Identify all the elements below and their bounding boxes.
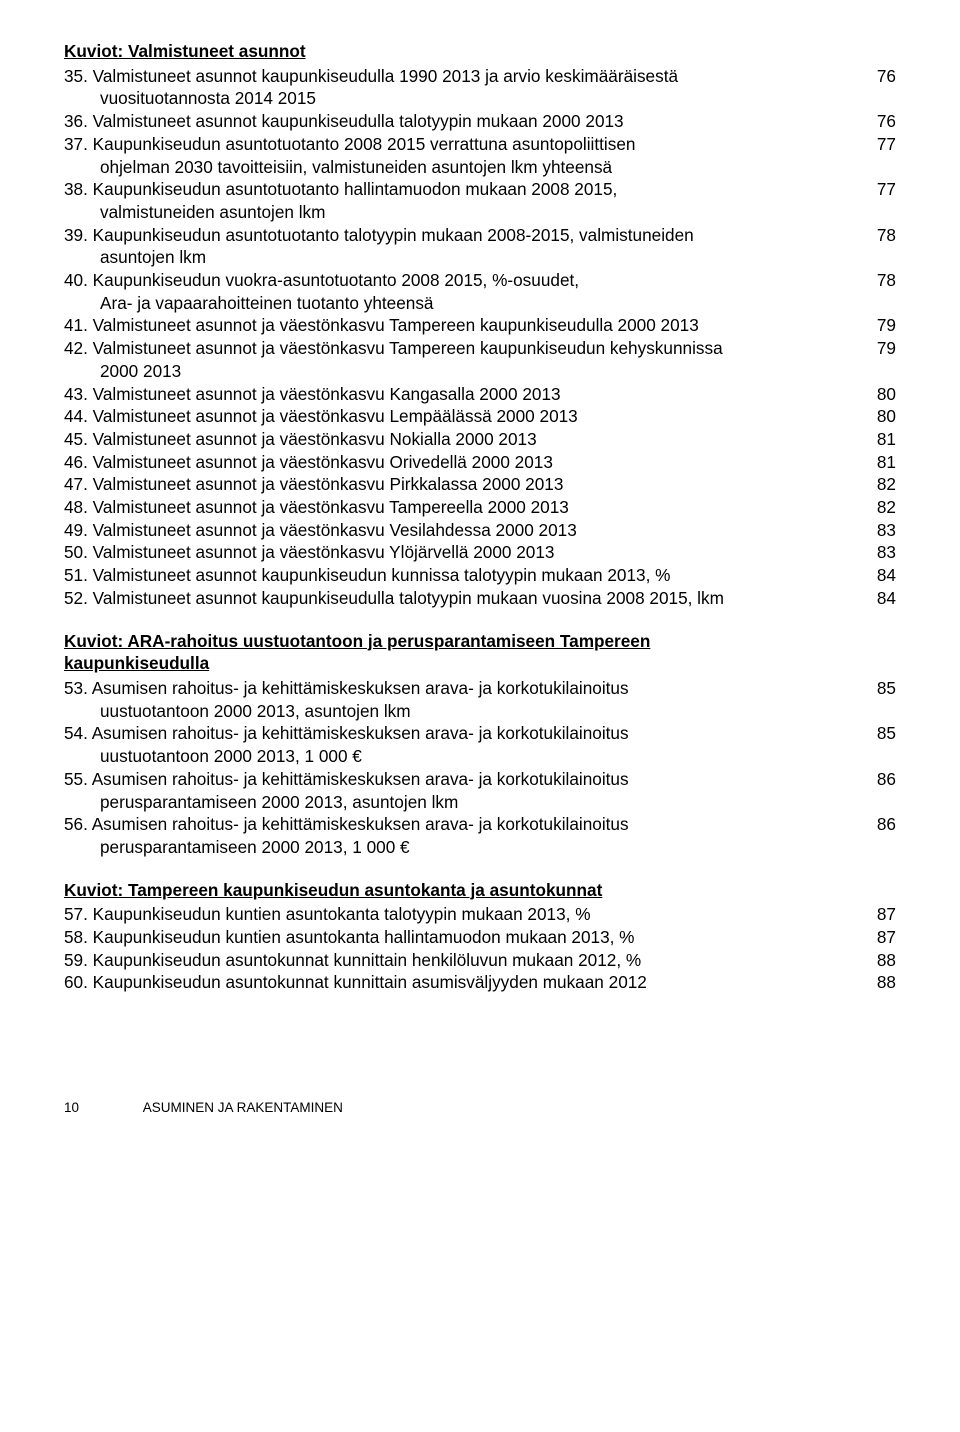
toc-entry-label: 55. Asumisen rahoitus- ja kehittämiskesk… <box>64 768 868 813</box>
toc-entry: 60. Kaupunkiseudun asuntokunnat kunnitta… <box>64 971 896 994</box>
toc-entry: 35. Valmistuneet asunnot kaupunkiseudull… <box>64 65 896 110</box>
toc-entry-label: 39. Kaupunkiseudun asuntotuotanto taloty… <box>64 224 868 269</box>
toc-entry: 37. Kaupunkiseudun asuntotuotanto 2008 2… <box>64 133 896 178</box>
toc-entry-label: 57. Kaupunkiseudun kuntien asuntokanta t… <box>64 903 868 926</box>
toc-entry-label: 51. Valmistuneet asunnot kaupunkiseudun … <box>64 564 868 587</box>
page-footer: 10 ASUMINEN JA RAKENTAMINEN <box>64 1099 896 1117</box>
toc-entry-page: 76 <box>868 110 896 133</box>
toc-entry-label: 41. Valmistuneet asunnot ja väestönkasvu… <box>64 314 868 337</box>
toc-entry-page: 78 <box>868 269 896 292</box>
toc-entry: 49. Valmistuneet asunnot ja väestönkasvu… <box>64 519 896 542</box>
toc-entry-page: 77 <box>868 178 896 201</box>
toc-entry-label: 58. Kaupunkiseudun kuntien asuntokanta h… <box>64 926 868 949</box>
toc-entry: 58. Kaupunkiseudun kuntien asuntokanta h… <box>64 926 896 949</box>
toc-entry-page: 79 <box>868 337 896 360</box>
footer-text: ASUMINEN JA RAKENTAMINEN <box>143 1099 343 1117</box>
toc-entry: 50. Valmistuneet asunnot ja väestönkasvu… <box>64 541 896 564</box>
toc-entry: 36. Valmistuneet asunnot kaupunkiseudull… <box>64 110 896 133</box>
toc-entry: 39. Kaupunkiseudun asuntotuotanto taloty… <box>64 224 896 269</box>
toc-entry: 57. Kaupunkiseudun kuntien asuntokanta t… <box>64 903 896 926</box>
toc-entry-page: 77 <box>868 133 896 156</box>
toc-entry-label: 42. Valmistuneet asunnot ja väestönkasvu… <box>64 337 868 382</box>
footer-page-number: 10 <box>64 1099 79 1117</box>
toc-entry-page: 83 <box>868 541 896 564</box>
toc-section-heading: Kuviot: ARA-rahoitus uustuotantoon ja pe… <box>64 630 896 675</box>
toc-entry-label: 52. Valmistuneet asunnot kaupunkiseudull… <box>64 587 868 610</box>
toc-entry-label: 50. Valmistuneet asunnot ja väestönkasvu… <box>64 541 868 564</box>
toc-entry: 44. Valmistuneet asunnot ja väestönkasvu… <box>64 405 896 428</box>
toc-entry-page: 85 <box>868 722 896 745</box>
toc-entry-label: 59. Kaupunkiseudun asuntokunnat kunnitta… <box>64 949 868 972</box>
toc-entry-page: 86 <box>868 813 896 836</box>
toc-section-heading: Kuviot: Valmistuneet asunnot <box>64 40 896 63</box>
toc-entry-label: 47. Valmistuneet asunnot ja väestönkasvu… <box>64 473 868 496</box>
toc-entry-page: 82 <box>868 496 896 519</box>
toc-entry-page: 79 <box>868 314 896 337</box>
toc-entry-page: 88 <box>868 949 896 972</box>
toc-entry: 53. Asumisen rahoitus- ja kehittämiskesk… <box>64 677 896 722</box>
toc-entry-page: 85 <box>868 677 896 700</box>
toc-entry-page: 81 <box>868 451 896 474</box>
toc-entry: 41. Valmistuneet asunnot ja väestönkasvu… <box>64 314 896 337</box>
toc-entry-label: 54. Asumisen rahoitus- ja kehittämiskesk… <box>64 722 868 767</box>
toc-entry-page: 88 <box>868 971 896 994</box>
toc-entry: 40. Kaupunkiseudun vuokra-asuntotuotanto… <box>64 269 896 314</box>
toc-entry: 48. Valmistuneet asunnot ja väestönkasvu… <box>64 496 896 519</box>
toc-entry-page: 80 <box>868 405 896 428</box>
toc-entry-label: 35. Valmistuneet asunnot kaupunkiseudull… <box>64 65 868 110</box>
toc-entry: 56. Asumisen rahoitus- ja kehittämiskesk… <box>64 813 896 858</box>
toc-entry-page: 84 <box>868 564 896 587</box>
toc-entry-page: 87 <box>868 903 896 926</box>
toc-entry-page: 84 <box>868 587 896 610</box>
toc-entry: 47. Valmistuneet asunnot ja väestönkasvu… <box>64 473 896 496</box>
toc-entry-label: 40. Kaupunkiseudun vuokra-asuntotuotanto… <box>64 269 868 314</box>
toc-entry: 42. Valmistuneet asunnot ja väestönkasvu… <box>64 337 896 382</box>
toc-entry-page: 83 <box>868 519 896 542</box>
toc-entry: 45. Valmistuneet asunnot ja väestönkasvu… <box>64 428 896 451</box>
toc-entry-label: 37. Kaupunkiseudun asuntotuotanto 2008 2… <box>64 133 868 178</box>
toc-entry-label: 49. Valmistuneet asunnot ja väestönkasvu… <box>64 519 868 542</box>
toc-entry-page: 78 <box>868 224 896 247</box>
toc-entry: 52. Valmistuneet asunnot kaupunkiseudull… <box>64 587 896 610</box>
toc-entry-label: 46. Valmistuneet asunnot ja väestönkasvu… <box>64 451 868 474</box>
toc-entry-label: 38. Kaupunkiseudun asuntotuotanto hallin… <box>64 178 868 223</box>
toc-entry-label: 43. Valmistuneet asunnot ja väestönkasvu… <box>64 383 868 406</box>
toc-entry-label: 36. Valmistuneet asunnot kaupunkiseudull… <box>64 110 868 133</box>
toc-entry: 59. Kaupunkiseudun asuntokunnat kunnitta… <box>64 949 896 972</box>
toc-section-heading: Kuviot: Tampereen kaupunkiseudun asuntok… <box>64 879 896 902</box>
toc-entry-page: 86 <box>868 768 896 791</box>
toc-entry-page: 81 <box>868 428 896 451</box>
toc-entry: 38. Kaupunkiseudun asuntotuotanto hallin… <box>64 178 896 223</box>
toc-entry-label: 48. Valmistuneet asunnot ja väestönkasvu… <box>64 496 868 519</box>
toc-entry-label: 45. Valmistuneet asunnot ja väestönkasvu… <box>64 428 868 451</box>
toc-entry: 54. Asumisen rahoitus- ja kehittämiskesk… <box>64 722 896 767</box>
toc-entry-label: 53. Asumisen rahoitus- ja kehittämiskesk… <box>64 677 868 722</box>
toc-entry: 51. Valmistuneet asunnot kaupunkiseudun … <box>64 564 896 587</box>
toc-entry: 55. Asumisen rahoitus- ja kehittämiskesk… <box>64 768 896 813</box>
toc-entry-page: 76 <box>868 65 896 88</box>
toc-entry: 43. Valmistuneet asunnot ja väestönkasvu… <box>64 383 896 406</box>
toc-entry-page: 80 <box>868 383 896 406</box>
toc-entry-page: 87 <box>868 926 896 949</box>
toc-entry: 46. Valmistuneet asunnot ja väestönkasvu… <box>64 451 896 474</box>
toc-entry-page: 82 <box>868 473 896 496</box>
toc-entry-label: 44. Valmistuneet asunnot ja väestönkasvu… <box>64 405 868 428</box>
toc-entry-label: 56. Asumisen rahoitus- ja kehittämiskesk… <box>64 813 868 858</box>
toc-entry-label: 60. Kaupunkiseudun asuntokunnat kunnitta… <box>64 971 868 994</box>
